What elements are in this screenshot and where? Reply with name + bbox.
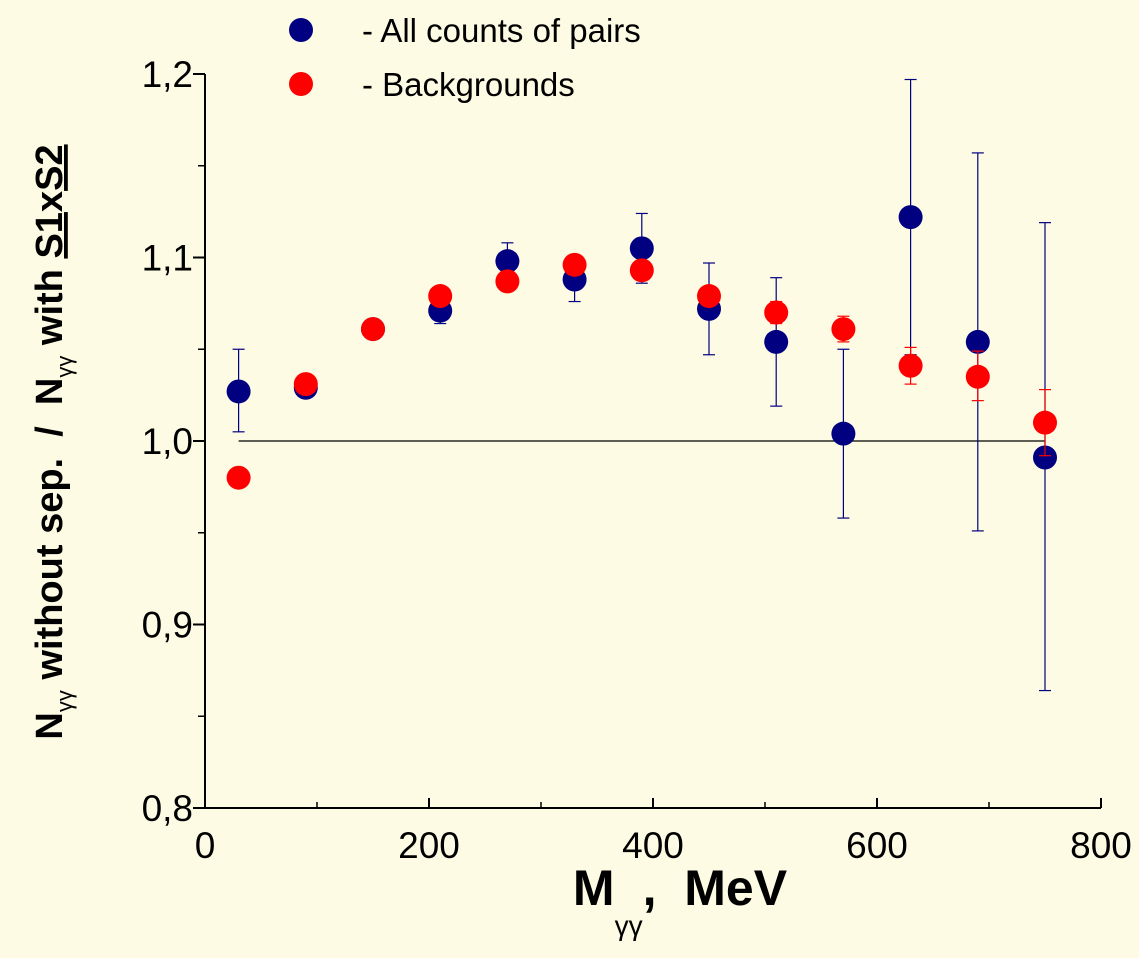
y-tick-label: 0,9 xyxy=(142,605,193,646)
data-point xyxy=(226,465,251,490)
data-point xyxy=(898,353,923,378)
legend-label-all-counts: - All counts of pairs xyxy=(362,12,641,49)
x-tick-label: 200 xyxy=(398,825,460,866)
y-label-part2: with xyxy=(29,259,71,356)
y-label-x: x xyxy=(29,191,71,212)
legend-marker-backgrounds xyxy=(289,72,313,96)
y-tick-label: 1,2 xyxy=(142,54,193,95)
data-point xyxy=(361,317,385,342)
legend-label-backgrounds: - Backgrounds xyxy=(362,66,575,103)
axes: 0 200 400 600 800 0,8 0,9 1,0 1,1 1,2 xyxy=(142,54,1132,866)
y-label-sub1: γγ xyxy=(52,690,77,712)
x-tick-label: 400 xyxy=(622,825,684,866)
data-point xyxy=(226,379,251,404)
y-tick-label: 1,0 xyxy=(142,421,193,462)
x-label-rest: , MeV xyxy=(643,860,788,916)
data-point xyxy=(831,421,856,446)
data-point xyxy=(965,364,990,389)
legend-marker-all-counts xyxy=(289,18,313,42)
y-label-part1: without sep. / N xyxy=(29,378,71,690)
legend: - All counts of pairs - Backgrounds xyxy=(289,12,641,103)
data-point xyxy=(965,329,990,354)
y-tick-label: 1,1 xyxy=(142,238,193,279)
data-point xyxy=(495,269,520,294)
x-label-main: M xyxy=(573,860,615,916)
svg-text:Nγγ without sep. / Nγγ with: Nγγ without sep. / Nγγ with S1xS2 xyxy=(29,144,77,739)
data-point xyxy=(428,284,453,309)
data-point xyxy=(495,249,520,274)
y-label-s1: S1 xyxy=(29,212,71,258)
series-layer xyxy=(226,78,1057,692)
data-point xyxy=(293,372,318,397)
data-point xyxy=(562,252,587,277)
series-1 xyxy=(226,252,1057,490)
x-tick-label: 0 xyxy=(195,825,216,866)
y-label-n1: N xyxy=(29,712,71,739)
svg-text:Mγγ, MeV: Mγγ, MeV xyxy=(573,860,788,941)
data-point xyxy=(697,284,721,309)
data-point xyxy=(764,300,789,325)
x-tick-label: 600 xyxy=(846,825,908,866)
data-point xyxy=(629,236,654,261)
x-label-sub: γγ xyxy=(615,910,643,941)
data-point xyxy=(1033,445,1057,470)
y-tick-label: 0,8 xyxy=(142,788,193,829)
y-label-s2: S2 xyxy=(29,144,71,190)
data-point xyxy=(1033,410,1057,435)
data-point xyxy=(898,205,923,230)
x-tick-label: 800 xyxy=(1070,825,1132,866)
data-point xyxy=(831,317,856,342)
y-axis-label: Nγγ without sep. / Nγγ with S1xS2 xyxy=(29,144,77,739)
data-point xyxy=(629,258,654,283)
y-label-sub2: γγ xyxy=(52,356,77,378)
x-axis-label: Mγγ, MeV xyxy=(573,860,788,941)
data-point xyxy=(764,329,789,354)
